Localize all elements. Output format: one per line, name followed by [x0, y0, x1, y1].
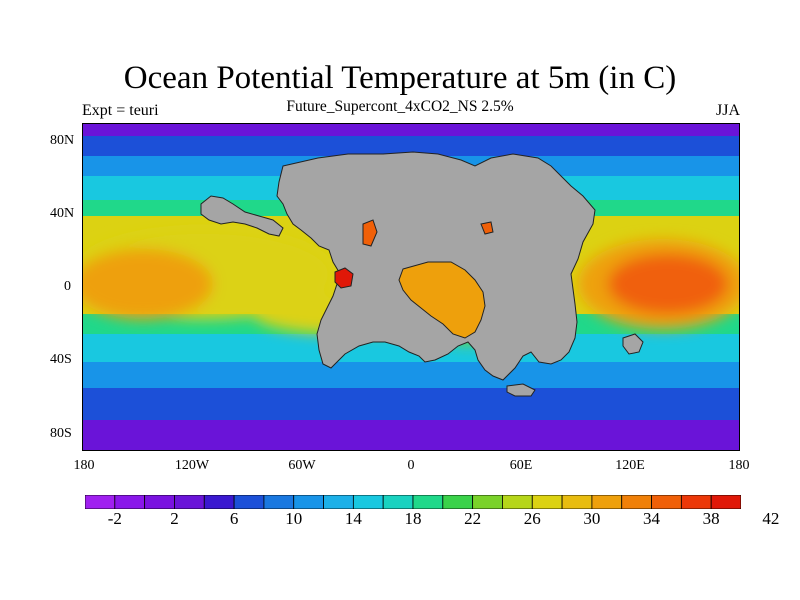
- southern-island: [506, 383, 536, 397]
- x-tick-180e: 180: [728, 458, 750, 473]
- polar-band-south: [83, 420, 739, 450]
- y-tick-80s: 80S: [50, 426, 72, 441]
- cool-band-south: [83, 362, 739, 390]
- colorbar-label: 30: [583, 509, 601, 528]
- colorbar-label: 2: [170, 509, 179, 528]
- colorbar-swatch: [412, 495, 444, 509]
- eastern-islands: [622, 333, 644, 355]
- colorbar-swatch: [174, 495, 205, 509]
- colorbar-swatch: [531, 495, 563, 509]
- colorbar-swatch: [651, 495, 682, 509]
- temperature-map-svg: [83, 124, 739, 450]
- season-label: JJA: [715, 102, 740, 119]
- x-tick-180w: 180: [73, 458, 95, 473]
- cold-band-north: [83, 136, 739, 158]
- warm-lake-north: [362, 219, 378, 247]
- x-tick-0: 0: [407, 458, 415, 473]
- temperature-map: [82, 123, 740, 451]
- colorbar-swatch: [293, 495, 324, 509]
- colorbar-label: 42: [762, 509, 780, 528]
- x-tick-60w: 60W: [288, 458, 316, 473]
- colorbar-swatch: [502, 495, 533, 509]
- inland-sea: [398, 261, 486, 339]
- colorbar-label: 34: [643, 509, 661, 528]
- y-tick-40s: 40S: [50, 352, 72, 367]
- hot-pool-west: [83, 249, 213, 319]
- colorbar-label: 26: [523, 509, 541, 528]
- colorbar-swatch: [263, 495, 295, 509]
- colorbar-swatch: [144, 495, 175, 509]
- colorbar-label: -2: [107, 509, 122, 528]
- colorbar-swatch: [442, 495, 474, 509]
- experiment-label: Expt = teuri: [82, 102, 159, 119]
- colorbar-swatch: [352, 495, 384, 509]
- x-tick-120e: 120E: [615, 458, 645, 473]
- colorbar-swatch: [710, 495, 741, 509]
- y-tick-80n: 80N: [50, 133, 75, 148]
- colorbar: [85, 495, 741, 509]
- colorbar-label: 6: [229, 509, 239, 528]
- colorbar-label: 22: [464, 509, 482, 528]
- chart-subtitle: Future_Supercont_4xCO2_NS 2.5%: [286, 98, 514, 115]
- hottest-pool-east: [608, 254, 728, 314]
- colorbar-label: 10: [285, 509, 303, 528]
- colorbar-label: 14: [344, 509, 362, 528]
- colorbar-swatch: [203, 495, 235, 509]
- colorbar-label: 18: [404, 509, 422, 528]
- colorbar-label: 38: [702, 509, 720, 528]
- cold-band-south: [83, 388, 739, 424]
- colorbar-swatch: [114, 495, 146, 509]
- chart-title: Ocean Potential Temperature at 5m (in C): [123, 60, 677, 96]
- x-tick-60e: 60E: [509, 458, 533, 473]
- western-peninsula: [200, 195, 284, 237]
- colorbar-swatch: [323, 495, 354, 509]
- colorbar-swatch: [621, 495, 652, 509]
- x-tick-120w: 120W: [174, 458, 210, 473]
- warm-lake-east: [480, 221, 494, 235]
- colorbar-swatch: [680, 495, 712, 509]
- warm-lake-west: [334, 267, 354, 289]
- colorbar-swatch: [591, 495, 623, 509]
- colorbar-swatch: [561, 495, 593, 509]
- y-tick-0: 0: [64, 279, 71, 294]
- colorbar-swatch: [85, 495, 116, 509]
- colorbar-swatch: [472, 495, 503, 509]
- colorbar-swatch: [382, 495, 414, 509]
- y-tick-40n: 40N: [50, 206, 75, 221]
- colorbar-swatch: [233, 495, 265, 509]
